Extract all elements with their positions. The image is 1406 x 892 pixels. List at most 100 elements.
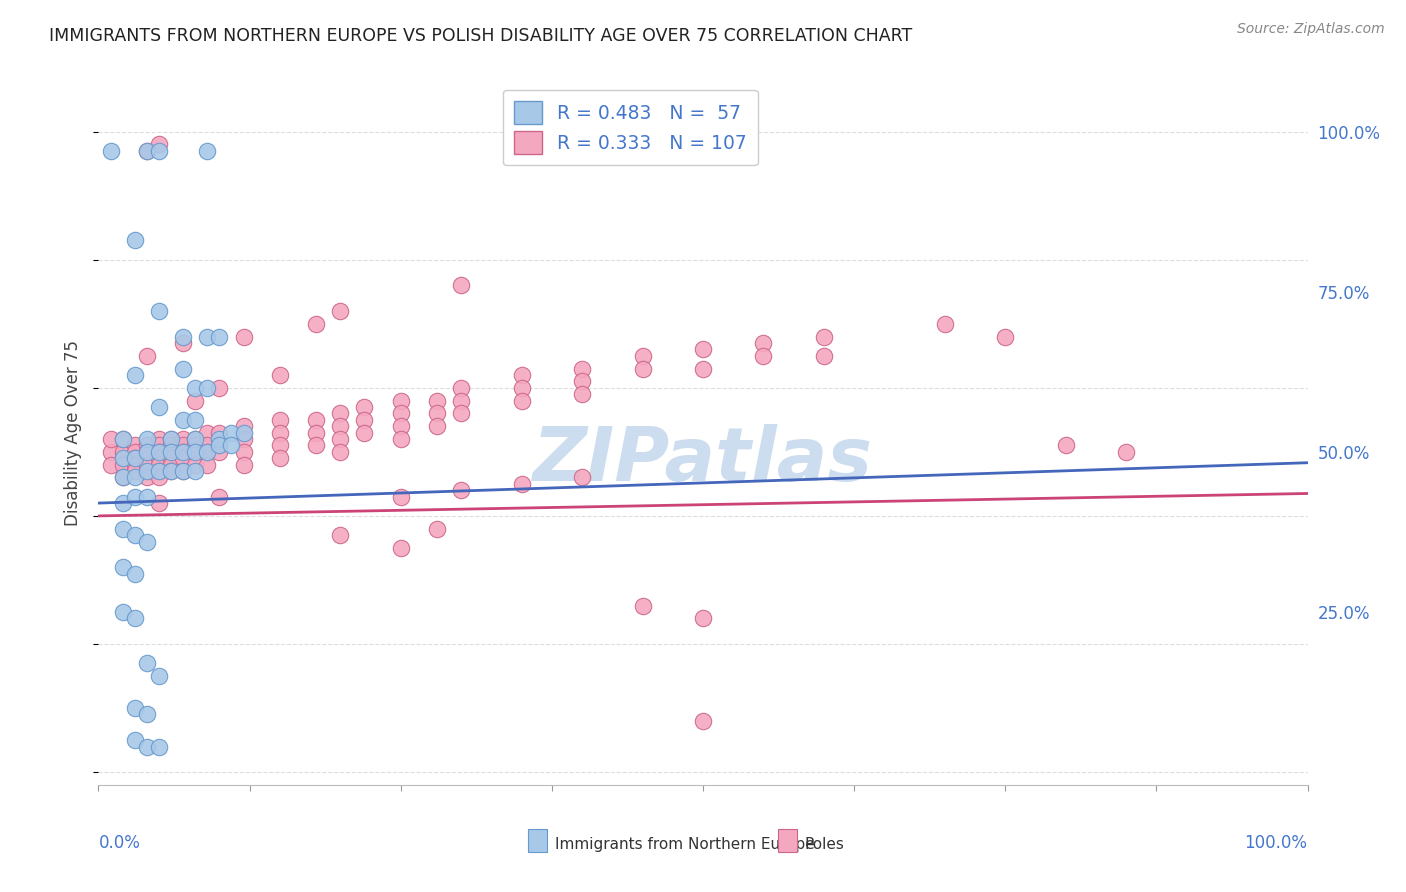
Point: [135, 445, 157, 459]
FancyBboxPatch shape: [527, 830, 547, 852]
Point: [148, 304, 170, 318]
Point: [221, 438, 243, 452]
Point: [148, 669, 170, 683]
Point: [135, 707, 157, 722]
Point: [510, 381, 533, 395]
Point: [389, 541, 412, 555]
Text: Poles: Poles: [804, 838, 845, 853]
Point: [195, 438, 218, 452]
Point: [450, 406, 472, 420]
Point: [353, 413, 375, 427]
Point: [111, 560, 134, 574]
Point: [329, 419, 352, 434]
Point: [111, 432, 134, 446]
Point: [148, 438, 170, 452]
Point: [184, 381, 207, 395]
Point: [111, 470, 134, 484]
Point: [135, 458, 157, 472]
Point: [172, 361, 194, 376]
Point: [148, 496, 170, 510]
Point: [450, 381, 472, 395]
Point: [184, 445, 207, 459]
Point: [184, 432, 207, 446]
Text: 0.0%: 0.0%: [98, 834, 141, 852]
Point: [172, 451, 194, 466]
Point: [510, 393, 533, 408]
Point: [148, 739, 170, 754]
Point: [269, 425, 291, 440]
Point: [124, 368, 146, 382]
Point: [184, 464, 207, 478]
Point: [232, 458, 254, 472]
Point: [232, 329, 254, 343]
Point: [160, 438, 183, 452]
Point: [160, 464, 183, 478]
Point: [100, 144, 122, 158]
Text: ZIPatlas: ZIPatlas: [533, 425, 873, 498]
Point: [160, 445, 183, 459]
Point: [135, 490, 157, 504]
Point: [124, 566, 146, 581]
Point: [124, 470, 146, 484]
Point: [221, 425, 243, 440]
Point: [305, 413, 328, 427]
Point: [450, 278, 472, 293]
Point: [124, 733, 146, 747]
Point: [160, 445, 183, 459]
Point: [148, 458, 170, 472]
Point: [389, 419, 412, 434]
Point: [269, 368, 291, 382]
Point: [269, 451, 291, 466]
Point: [195, 329, 218, 343]
Point: [631, 361, 654, 376]
Point: [111, 522, 134, 536]
Point: [389, 393, 412, 408]
Point: [135, 349, 157, 363]
Point: [124, 451, 146, 466]
Point: [426, 522, 449, 536]
Point: [305, 317, 328, 331]
Point: [631, 349, 654, 363]
Legend: R = 0.483   N =  57, R = 0.333   N = 107: R = 0.483 N = 57, R = 0.333 N = 107: [503, 90, 758, 165]
Point: [269, 413, 291, 427]
Point: [148, 464, 170, 478]
Point: [329, 445, 352, 459]
Point: [160, 458, 183, 472]
Point: [353, 425, 375, 440]
Point: [111, 451, 134, 466]
Point: [426, 419, 449, 434]
Point: [752, 349, 775, 363]
Point: [172, 464, 194, 478]
Point: [124, 234, 146, 248]
Point: [135, 657, 157, 671]
Point: [571, 375, 593, 389]
Point: [752, 335, 775, 350]
Point: [208, 329, 231, 343]
Point: [1054, 438, 1077, 452]
Point: [148, 432, 170, 446]
Point: [148, 137, 170, 152]
Point: [232, 432, 254, 446]
Point: [813, 329, 835, 343]
Point: [232, 419, 254, 434]
Point: [329, 304, 352, 318]
Point: [172, 464, 194, 478]
Point: [195, 425, 218, 440]
Point: [208, 490, 231, 504]
Point: [148, 144, 170, 158]
Point: [232, 425, 254, 440]
Point: [631, 599, 654, 613]
Point: [692, 361, 714, 376]
Point: [571, 361, 593, 376]
Point: [389, 406, 412, 420]
Point: [426, 406, 449, 420]
Point: [124, 445, 146, 459]
Point: [571, 387, 593, 401]
Point: [184, 438, 207, 452]
Point: [111, 605, 134, 619]
Point: [135, 534, 157, 549]
Point: [124, 458, 146, 472]
Point: [135, 432, 157, 446]
Point: [172, 438, 194, 452]
Point: [160, 432, 183, 446]
